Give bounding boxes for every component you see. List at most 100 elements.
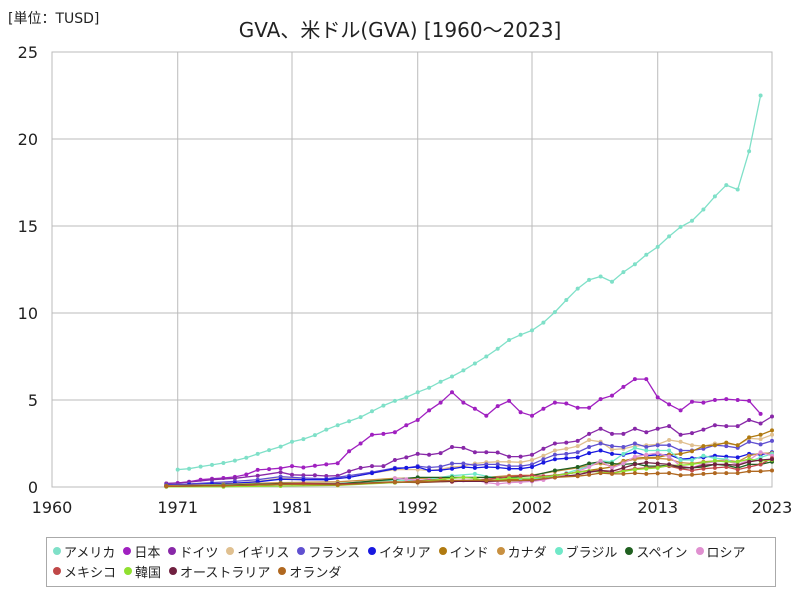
data-point xyxy=(530,465,534,469)
data-point xyxy=(598,426,603,431)
data-point xyxy=(381,431,386,436)
data-point xyxy=(450,445,454,449)
data-point xyxy=(632,454,637,459)
data-point xyxy=(187,466,192,471)
data-point xyxy=(347,449,352,454)
data-point xyxy=(198,464,203,469)
data-point xyxy=(758,462,763,467)
legend-marker xyxy=(554,547,563,555)
legend-item: オランダ xyxy=(278,561,341,581)
data-point xyxy=(678,439,683,444)
data-point xyxy=(210,462,214,467)
data-point xyxy=(472,406,477,411)
data-point xyxy=(587,445,592,449)
data-point xyxy=(712,194,717,199)
data-point xyxy=(427,465,432,470)
data-point xyxy=(541,406,546,411)
data-point xyxy=(667,234,672,239)
legend-item: スペイン xyxy=(625,541,688,561)
data-point xyxy=(598,397,603,402)
data-point xyxy=(712,458,717,463)
data-point xyxy=(747,459,752,464)
data-point xyxy=(507,466,512,471)
data-point xyxy=(495,465,500,470)
data-point xyxy=(484,475,489,480)
y-tick-label: 20 xyxy=(18,130,38,149)
series-group xyxy=(164,414,774,486)
data-point xyxy=(644,460,649,465)
data-point xyxy=(678,408,683,413)
data-point xyxy=(564,446,569,451)
data-point xyxy=(415,465,420,469)
data-point xyxy=(301,437,306,442)
data-point xyxy=(427,452,432,457)
x-tick-label: 1960 xyxy=(32,498,73,517)
data-point xyxy=(758,93,763,98)
y-tick-label: 5 xyxy=(28,391,38,410)
data-point xyxy=(587,461,592,466)
data-point xyxy=(770,432,774,437)
legend-marker xyxy=(278,567,287,575)
data-point xyxy=(758,437,763,442)
data-point xyxy=(667,438,672,442)
legend: アメリカ 日本 ドイツ イギリス フランス イタリア インド カナダ ブラジル スペイン ロシア メキ… xyxy=(46,537,776,587)
x-tick-label: 1981 xyxy=(272,498,313,517)
data-point xyxy=(712,443,717,448)
data-point xyxy=(655,456,660,461)
data-point xyxy=(575,474,580,479)
data-point xyxy=(621,451,626,456)
legend-item: カナダ xyxy=(496,541,547,561)
data-point xyxy=(484,354,489,359)
legend-label: アメリカ xyxy=(64,545,116,561)
data-point xyxy=(690,218,694,223)
data-point xyxy=(701,453,706,458)
x-tick-label: 2023 xyxy=(752,498,793,517)
data-point xyxy=(541,320,546,325)
data-point xyxy=(221,461,226,465)
data-point xyxy=(621,471,626,476)
legend-item: ロシア xyxy=(695,541,746,561)
data-point xyxy=(701,400,706,405)
data-point xyxy=(747,465,752,469)
data-point xyxy=(175,467,180,472)
data-point xyxy=(678,451,683,456)
data-point xyxy=(747,469,752,474)
data-point xyxy=(655,471,660,476)
legend-label: イギリス xyxy=(237,545,290,561)
data-point xyxy=(552,457,557,462)
data-point xyxy=(518,410,523,415)
data-point xyxy=(598,471,603,476)
x-tick-label: 1992 xyxy=(397,498,438,517)
legend-marker xyxy=(168,547,177,555)
data-point xyxy=(587,438,592,442)
data-point xyxy=(495,450,500,455)
data-point xyxy=(221,483,226,488)
legend-item: メキシコ xyxy=(53,561,116,581)
data-point xyxy=(610,393,614,398)
data-point xyxy=(461,475,466,480)
data-point xyxy=(575,455,580,460)
data-point xyxy=(518,466,523,471)
data-point xyxy=(610,279,614,284)
data-point xyxy=(472,450,477,455)
series-lines xyxy=(164,93,774,489)
series-group xyxy=(164,377,763,486)
data-point xyxy=(735,398,740,402)
data-point xyxy=(758,411,763,416)
data-point xyxy=(655,244,660,249)
data-point xyxy=(678,432,683,437)
legend-label: イタリア xyxy=(379,545,431,561)
data-point xyxy=(655,461,660,466)
legend-marker xyxy=(438,547,447,555)
data-point xyxy=(541,453,546,458)
data-point xyxy=(690,399,694,404)
data-point xyxy=(644,377,649,382)
data-point xyxy=(381,464,386,469)
data-point xyxy=(278,477,283,482)
legend-label: インド xyxy=(449,545,489,561)
data-point xyxy=(507,478,512,483)
data-point xyxy=(484,413,489,418)
data-point xyxy=(278,482,283,487)
data-point xyxy=(632,450,637,455)
